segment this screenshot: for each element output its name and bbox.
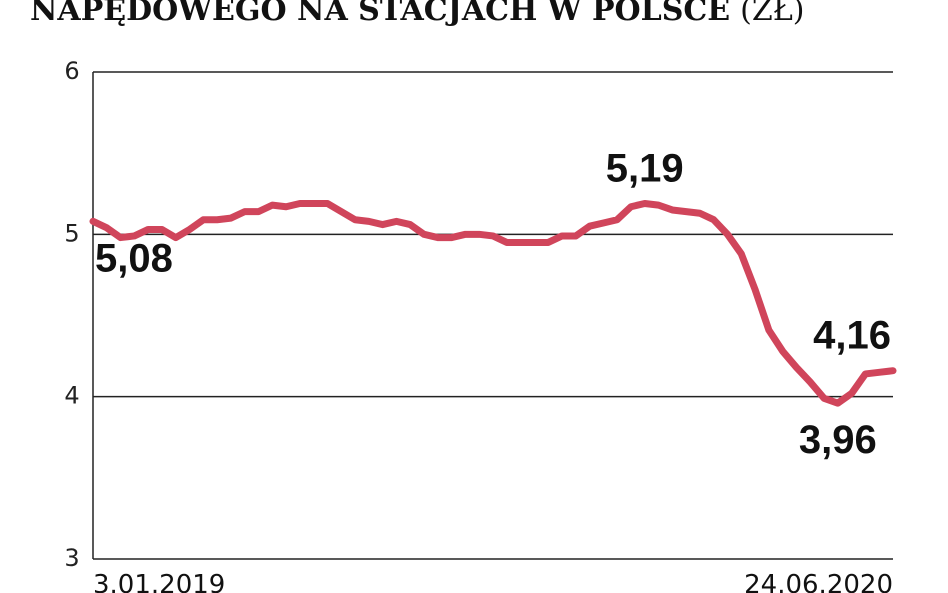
chart-title: NAPĘDOWEGO NA STACJACH W POLSCE (ZŁ) [30, 0, 804, 28]
x-tick-label: 3.01.2019 [93, 570, 225, 593]
y-tick-label: 3 [64, 544, 79, 572]
y-tick-label: 4 [64, 382, 79, 410]
value-label: 3,96 [799, 418, 877, 462]
title: NAPĘDOWEGO NA STACJACH W POLSCE [30, 0, 730, 28]
x-tick-label: 24.06.2020 [744, 570, 893, 593]
line [89, 199, 897, 407]
y-tick-label: 6 [64, 57, 79, 85]
value-label: 4,16 [813, 314, 891, 358]
unit: (ZŁ) [740, 0, 804, 28]
y-tick-label: 5 [64, 219, 79, 247]
value-label: 5,19 [606, 146, 684, 190]
value-label: 5,08 [95, 236, 173, 280]
